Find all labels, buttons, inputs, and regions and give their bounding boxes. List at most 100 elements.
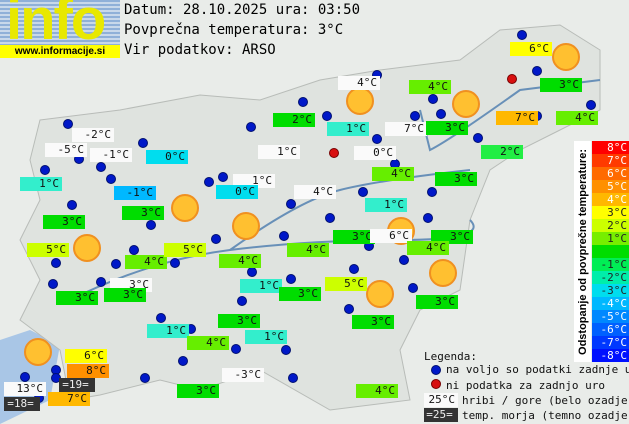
sun-icon [429, 259, 457, 287]
temperature-label: 3°C [177, 384, 219, 398]
station-dot-icon[interactable] [322, 111, 332, 121]
station-dot-icon[interactable] [427, 187, 437, 197]
data-source: Vir podatkov: ARSO [124, 42, 276, 58]
scale-step: 8°C [592, 141, 629, 154]
station-dot-icon[interactable] [111, 259, 121, 269]
station-dot-icon[interactable] [138, 138, 148, 148]
sea-temperature-label: =18= [4, 397, 40, 411]
scale-step: -7°C [592, 336, 629, 349]
mountain-temperature-label: 13°C [4, 382, 46, 396]
station-dot-icon[interactable] [586, 100, 596, 110]
temperature-label: 3°C [431, 230, 473, 244]
color-scale: 8°C 7°C 6°C 5°C 4°C 3°C 2°C 1°C -1°C -2°C -3°C -4°C… [592, 141, 629, 362]
station-dot-icon[interactable] [349, 264, 359, 274]
station-dot-icon[interactable] [473, 133, 483, 143]
station-dot-icon[interactable] [281, 345, 291, 355]
temperature-label: 3°C [352, 315, 394, 329]
station-dot-icon[interactable] [156, 313, 166, 323]
temperature-label: 4°C [287, 243, 329, 257]
station-dot-icon[interactable] [178, 356, 188, 366]
temperature-label: 4°C [356, 384, 398, 398]
scale-step: -3°C [592, 284, 629, 297]
temperature-label: 2°C [481, 145, 523, 159]
temperature-label: 3°C [218, 314, 260, 328]
station-dot-icon[interactable] [286, 199, 296, 209]
station-dot-icon[interactable] [129, 245, 139, 255]
station-dot-icon[interactable] [298, 97, 308, 107]
temperature-label: 1°C [365, 198, 407, 212]
logo[interactable]: info www.informacije.si [0, 0, 120, 58]
station-dot-icon[interactable] [40, 165, 50, 175]
sun-icon [366, 280, 394, 308]
station-dot-icon[interactable] [344, 304, 354, 314]
station-dot-icon[interactable] [408, 283, 418, 293]
legend-missing: ni podatka za zadnjo uro [446, 379, 605, 392]
station-dot-icon[interactable] [20, 372, 30, 382]
logo-text: info [6, 0, 106, 52]
station-dot-icon[interactable] [106, 174, 116, 184]
temperature-label: 4°C [556, 111, 598, 125]
missing-station-dot-icon[interactable] [329, 148, 339, 158]
station-dot-icon[interactable] [399, 255, 409, 265]
temperature-label: -1°C [114, 186, 156, 200]
temperature-label: 3°C [333, 230, 375, 244]
station-dot-icon[interactable] [48, 279, 58, 289]
mountain-temperature-label: 4°C [338, 76, 380, 90]
station-dot-icon[interactable] [96, 277, 106, 287]
station-dot-icon[interactable] [170, 258, 180, 268]
station-dot-icon[interactable] [279, 231, 289, 241]
scale-title: Odstopanje od povprečne temperature: [574, 141, 591, 362]
temperature-label: 6°C [510, 42, 552, 56]
temperature-label: 3°C [540, 78, 582, 92]
temperature-label: 1°C [147, 324, 189, 338]
station-dot-icon[interactable] [211, 234, 221, 244]
temperature-label: 6°C [65, 349, 107, 363]
station-dot-icon[interactable] [231, 344, 241, 354]
station-dot-icon[interactable] [428, 94, 438, 104]
mountain-temperature-label: 1°C [258, 145, 300, 159]
station-dot-icon[interactable] [325, 213, 335, 223]
temperature-label: 7°C [496, 111, 538, 125]
sun-icon [346, 87, 374, 115]
station-dot-icon[interactable] [372, 134, 382, 144]
temperature-label: 3°C [435, 172, 477, 186]
station-dot-icon[interactable] [146, 220, 156, 230]
temperature-label: 7°C [48, 392, 90, 406]
station-dot-icon[interactable] [67, 200, 77, 210]
station-dot-icon[interactable] [358, 187, 368, 197]
scale-step: -8°C [592, 349, 629, 362]
sun-icon [232, 212, 260, 240]
station-dot-icon[interactable] [517, 30, 527, 40]
station-dot-icon[interactable] [423, 213, 433, 223]
station-dot-icon[interactable] [51, 258, 61, 268]
legend-title: Legenda: [424, 350, 477, 363]
station-dot-icon[interactable] [237, 296, 247, 306]
temperature-label: 3°C [43, 215, 85, 229]
station-dot-icon[interactable] [63, 119, 73, 129]
station-dot-icon[interactable] [532, 66, 542, 76]
station-dot-icon[interactable] [288, 373, 298, 383]
missing-station-dot-icon[interactable] [507, 74, 517, 84]
sea-temperature-label: =19= [59, 378, 95, 392]
scale-step: 2°C [592, 219, 629, 232]
station-dot-icon[interactable] [247, 267, 257, 277]
legend-mountain-sample: 25°C [424, 393, 458, 407]
station-dot-icon[interactable] [286, 274, 296, 284]
sun-icon [24, 338, 52, 366]
station-dot-icon[interactable] [246, 122, 256, 132]
station-dot-icon[interactable] [218, 172, 228, 182]
station-dot-icon[interactable] [140, 373, 150, 383]
temperature-label: 5°C [164, 243, 206, 257]
temperature-label: 5°C [27, 243, 69, 257]
temperature-label: 1°C [240, 279, 282, 293]
temperature-label: 3°C [426, 121, 468, 135]
station-dot-icon[interactable] [96, 162, 106, 172]
legend-sea-sample: =25= [424, 408, 458, 422]
logo-url[interactable]: www.informacije.si [0, 45, 120, 58]
sun-icon [452, 90, 480, 118]
station-dot-icon[interactable] [436, 109, 446, 119]
scale-step: -6°C [592, 323, 629, 336]
temperature-label: 3°C [122, 206, 164, 220]
station-dot-icon[interactable] [410, 111, 420, 121]
station-dot-icon[interactable] [204, 177, 214, 187]
